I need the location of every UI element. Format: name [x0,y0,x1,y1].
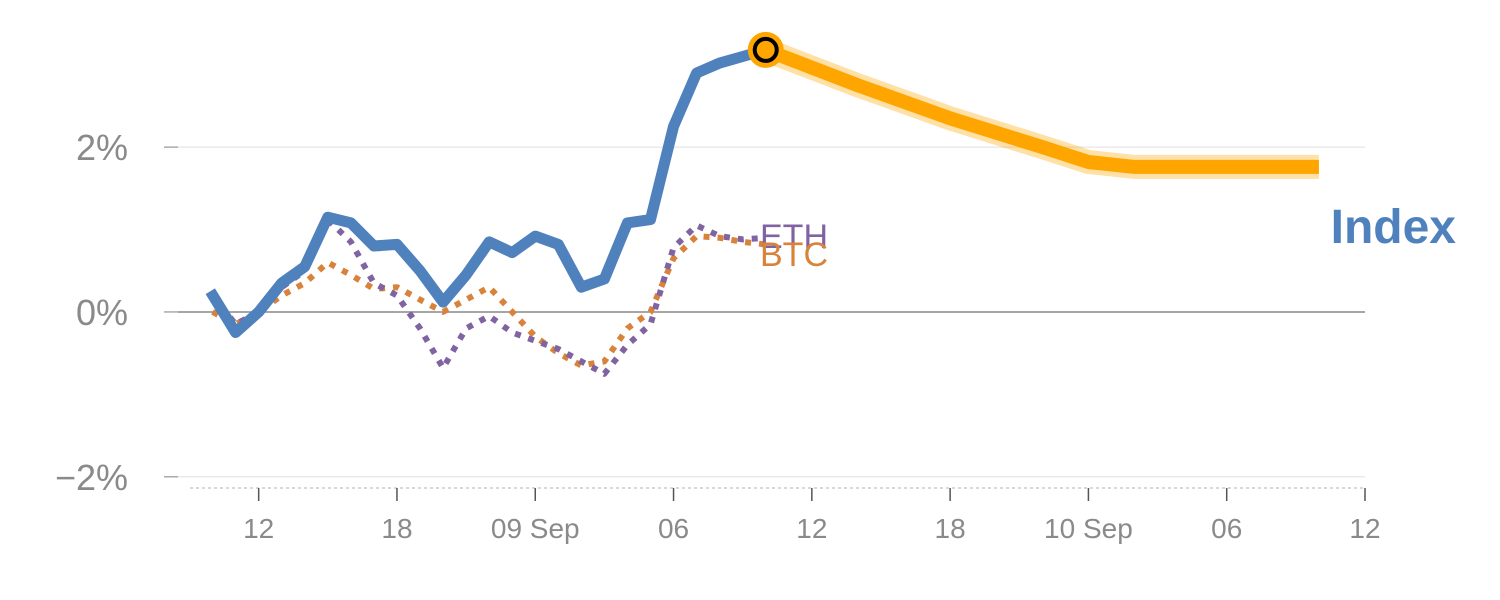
x-tick-label: 12 [796,513,827,544]
axis-layer: 2% 0% −2% 12 18 09 Sep 06 12 18 10 Sep 06 12 [55,127,1381,544]
y-tick-label: 0% [76,292,128,333]
label-layer: ETH BTC Index [760,201,1456,274]
x-tick-label: 18 [381,513,412,544]
x-tick-label: 06 [1211,513,1242,544]
y-tick-label: 2% [76,127,128,168]
index-series-label: Index [1331,201,1457,254]
x-tick-label: 10 Sep [1044,513,1133,544]
btc-series-line [211,233,767,369]
x-tick-label: 18 [935,513,966,544]
current-point-marker [752,36,779,63]
btc-series-label: BTC [760,236,828,274]
grid-layer [178,146,1365,478]
x-tick-label: 12 [243,513,274,544]
eth-series-label: ETH [760,218,828,256]
index-series-line [205,44,768,338]
forecast-series-line [763,43,1319,174]
x-tick-label: 12 [1349,513,1380,544]
x-tick-label: 06 [658,513,689,544]
y-tick-label: −2% [55,457,128,498]
series-layer [205,31,1319,377]
x-tick-label: 09 Sep [491,513,580,544]
